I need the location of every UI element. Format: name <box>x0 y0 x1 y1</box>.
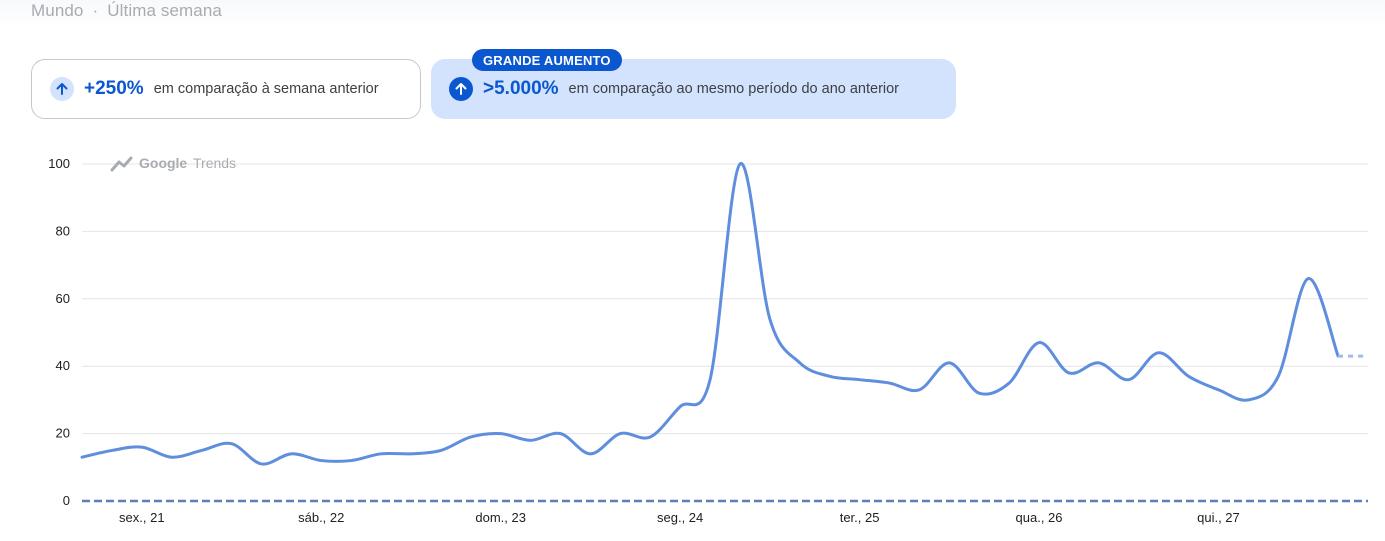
yearly-change-value: >5.000% <box>483 78 559 99</box>
top-bar <box>0 0 1385 28</box>
y-tick-label: 80 <box>56 223 70 238</box>
arrow-up-icon <box>449 77 473 101</box>
arrow-up-icon <box>50 77 74 101</box>
x-tick-label: qua., 26 <box>1016 510 1063 525</box>
weekly-change-card: +250% em comparação à semana anterior <box>31 59 421 119</box>
yearly-change-description: em comparação ao mesmo período do ano an… <box>568 81 900 97</box>
x-tick-label: qui., 27 <box>1197 510 1240 525</box>
y-tick-label: 60 <box>56 291 70 306</box>
y-tick-label: 40 <box>56 358 70 373</box>
x-tick-label: ter., 25 <box>840 510 880 525</box>
y-tick-label: 100 <box>48 156 70 171</box>
google-trends-brand: Google Trends <box>110 155 236 172</box>
region-label[interactable]: Mundo <box>31 1 84 20</box>
x-tick-label: sáb., 22 <box>298 510 344 525</box>
series-line <box>80 162 1340 466</box>
breadcrumb-separator: · <box>92 1 99 20</box>
trend-chart[interactable]: 0 20 40 60 80 100 sex., 21 sáb., 22 dom., 23 seg… <box>0 140 1385 541</box>
weekly-change-description: em comparação à semana anterior <box>153 81 379 97</box>
x-axis-ticks: sex., 21 sáb., 22 dom., 23 seg., 24 ter., 25… <box>119 510 1240 525</box>
y-tick-label: 0 <box>63 493 70 508</box>
x-tick-label: sex., 21 <box>119 510 165 525</box>
period-label[interactable]: Última semana <box>107 1 222 20</box>
breadcrumb: Mundo · Última semana <box>31 1 222 21</box>
trends-logo-icon <box>110 156 133 172</box>
x-tick-label: dom., 23 <box>475 510 526 525</box>
brand-google-text: Google <box>139 155 187 171</box>
y-axis-ticks: 0 20 40 60 80 100 <box>48 156 70 508</box>
chart-series <box>80 162 1368 503</box>
brand-trends-text: Trends <box>193 155 236 171</box>
x-tick-label: seg., 24 <box>657 510 703 525</box>
large-increase-badge: GRANDE AUMENTO <box>472 49 622 71</box>
chart-grid <box>82 163 1368 435</box>
y-tick-label: 20 <box>56 426 70 441</box>
weekly-change-value: +250% <box>84 78 144 99</box>
